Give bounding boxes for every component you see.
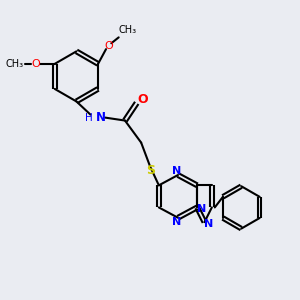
Text: N: N: [196, 204, 206, 214]
Text: S: S: [146, 164, 155, 176]
Text: H: H: [85, 112, 93, 123]
Text: CH₃: CH₃: [118, 25, 136, 35]
Text: N: N: [172, 166, 182, 176]
Text: N: N: [172, 217, 182, 227]
Text: O: O: [31, 59, 40, 69]
Text: O: O: [104, 41, 113, 51]
Text: N: N: [204, 219, 213, 229]
Text: CH₃: CH₃: [6, 59, 24, 69]
Text: O: O: [137, 93, 148, 106]
Text: N: N: [95, 111, 106, 124]
